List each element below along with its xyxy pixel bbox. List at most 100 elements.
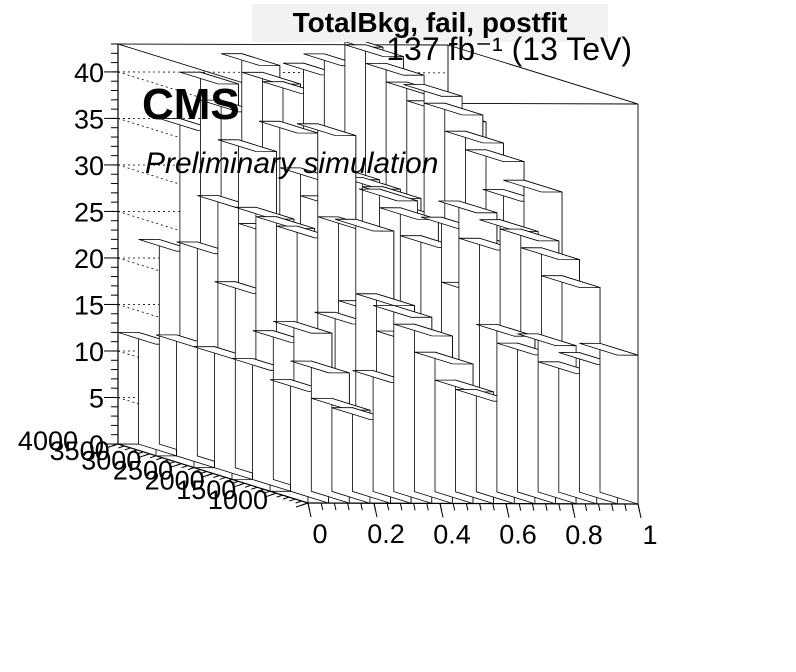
y-minor-tick [181, 465, 188, 469]
lego-bar-face [255, 216, 315, 229]
x-minor-tick [505, 503, 508, 511]
x-minor-tick [373, 503, 376, 511]
y-tick-label: 4000 [18, 426, 78, 456]
x-minor-tick [439, 503, 442, 511]
axes: 0 0.2 0.4 0.6 0.8 110001500200025003000350040… [18, 43, 658, 550]
y-minor-tick [156, 457, 163, 461]
lego-bar-face [438, 200, 498, 214]
x-minor-tick [637, 503, 640, 512]
z-tick-label: 25 [74, 197, 104, 227]
y-minor-tick [263, 490, 271, 494]
y-minor-tick [187, 467, 195, 471]
x-minor-tick [624, 503, 627, 512]
x-tick-label: 0.8 [565, 520, 603, 550]
x-minor-tick [518, 503, 522, 511]
lego-bar-face [414, 351, 474, 365]
x-tick-label: 0.6 [499, 520, 537, 550]
lego-bar-face [520, 247, 580, 261]
x-minor-tick [558, 503, 561, 511]
lego-bar-face [503, 179, 563, 193]
x-minor-tick [571, 503, 574, 511]
y-minor-tick [213, 474, 220, 478]
lego-bar-face [579, 342, 639, 356]
y-minor-tick [238, 482, 245, 486]
y-minor-tick [118, 445, 125, 449]
lego-bar-face [434, 379, 494, 393]
x-minor-tick [545, 503, 548, 511]
y-minor-tick [282, 496, 290, 500]
chart-title: TotalBkg, fail, postfit [293, 7, 568, 38]
x-minor-tick [531, 503, 535, 511]
y-minor-tick [124, 447, 131, 451]
lego-bar-face [296, 123, 356, 137]
y-minor-tick [219, 476, 226, 480]
lego-bar-face [355, 293, 415, 307]
lego-bar-face [479, 219, 539, 232]
lego-bar-face [179, 71, 239, 85]
z-tick-label: 30 [74, 151, 104, 181]
x-minor-tick [492, 503, 495, 511]
y-minor-tick [137, 451, 144, 455]
x-minor-tick [479, 503, 482, 511]
z-tick-label: 0 [89, 430, 104, 460]
experiment-sublabel: Preliminary simulation [145, 147, 438, 180]
y-minor-tick [175, 463, 182, 467]
y-minor-tick [257, 488, 264, 492]
lego-bar-face [365, 63, 425, 76]
z-tick-label: 40 [74, 58, 104, 88]
z-tick-label: 15 [74, 290, 104, 320]
y-tick-label: 3500 [50, 436, 110, 466]
lego-bar-face [541, 275, 601, 288]
x-tick-label: 1 [642, 520, 657, 550]
x-minor-tick [465, 503, 469, 511]
x-minor-tick [333, 502, 337, 511]
x-minor-tick [611, 503, 614, 512]
z-tick-label: 20 [74, 244, 104, 274]
y-minor-tick [200, 471, 207, 475]
title-box [252, 4, 608, 42]
x-tick-label: 0.2 [367, 519, 405, 549]
lego-bar [579, 342, 639, 505]
x-minor-tick [399, 503, 403, 511]
y-tick-label: 3000 [81, 446, 141, 476]
x-tick-label: 0 [312, 519, 327, 549]
x-minor-tick [320, 502, 324, 511]
x-minor-tick [347, 503, 350, 511]
lego-bar-face [372, 305, 432, 318]
lego-bar-face [499, 228, 559, 242]
lego-bar-face [599, 342, 639, 505]
y-minor-tick [244, 484, 252, 488]
x-minor-tick [307, 502, 310, 511]
y-minor-tick [232, 480, 239, 484]
z-tick-label: 10 [74, 337, 104, 367]
x-minor-tick [452, 503, 456, 511]
x-minor-tick [360, 503, 363, 511]
lego-bar-face [258, 120, 318, 134]
x-minor-tick [386, 503, 390, 511]
y-minor-tick [225, 478, 233, 482]
lego-bar-face [444, 130, 504, 144]
frame-edge [447, 44, 639, 105]
y-minor-tick [162, 459, 169, 463]
y-minor-tick [251, 486, 258, 490]
lego-bar-face [465, 149, 525, 163]
x-minor-tick [584, 503, 588, 511]
lego-bar-face [423, 102, 483, 116]
y-tick-label: 1000 [208, 485, 268, 515]
y-minor-tick [270, 492, 277, 496]
y-minor-tick [276, 494, 283, 498]
y-tick-label: 2000 [145, 465, 205, 495]
lego-bars [117, 34, 639, 505]
y-tick-label: 1500 [176, 475, 236, 505]
lego-bar-face [220, 53, 280, 66]
frame-edge [117, 43, 449, 46]
lumi-label: 137 fb⁻¹ (13 TeV) [386, 31, 632, 67]
lego-bar-face [393, 323, 453, 337]
lego-bar-face [217, 139, 277, 153]
lego-bar-face [311, 397, 371, 411]
y-minor-tick [295, 500, 302, 504]
lego-bar-face [273, 320, 333, 334]
x-minor-tick [413, 503, 416, 511]
experiment-label: CMS [142, 80, 240, 129]
